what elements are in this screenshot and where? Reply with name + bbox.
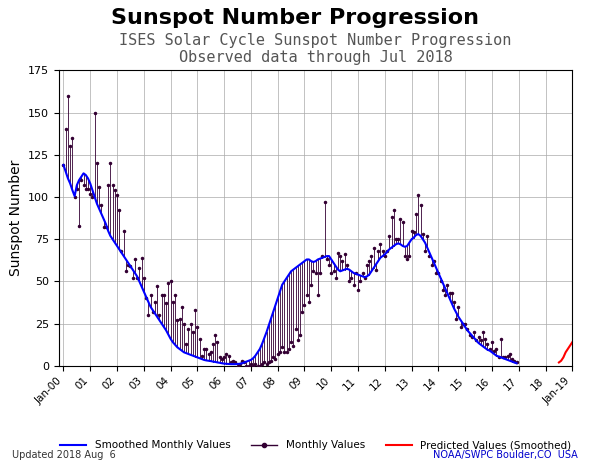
Text: NOAA/SWPC Boulder,CO  USA: NOAA/SWPC Boulder,CO USA [434,450,578,460]
Title: ISES Solar Cycle Sunspot Number Progression
Observed data through Jul 2018: ISES Solar Cycle Sunspot Number Progress… [119,33,512,65]
Legend: Smoothed Monthly Values, Monthly Values, Predicted Values (Smoothed): Smoothed Monthly Values, Monthly Values,… [56,436,575,454]
Y-axis label: Sunspot Number: Sunspot Number [9,160,22,276]
Text: Sunspot Number Progression: Sunspot Number Progression [111,8,479,29]
Text: Updated 2018 Aug  6: Updated 2018 Aug 6 [12,450,116,460]
